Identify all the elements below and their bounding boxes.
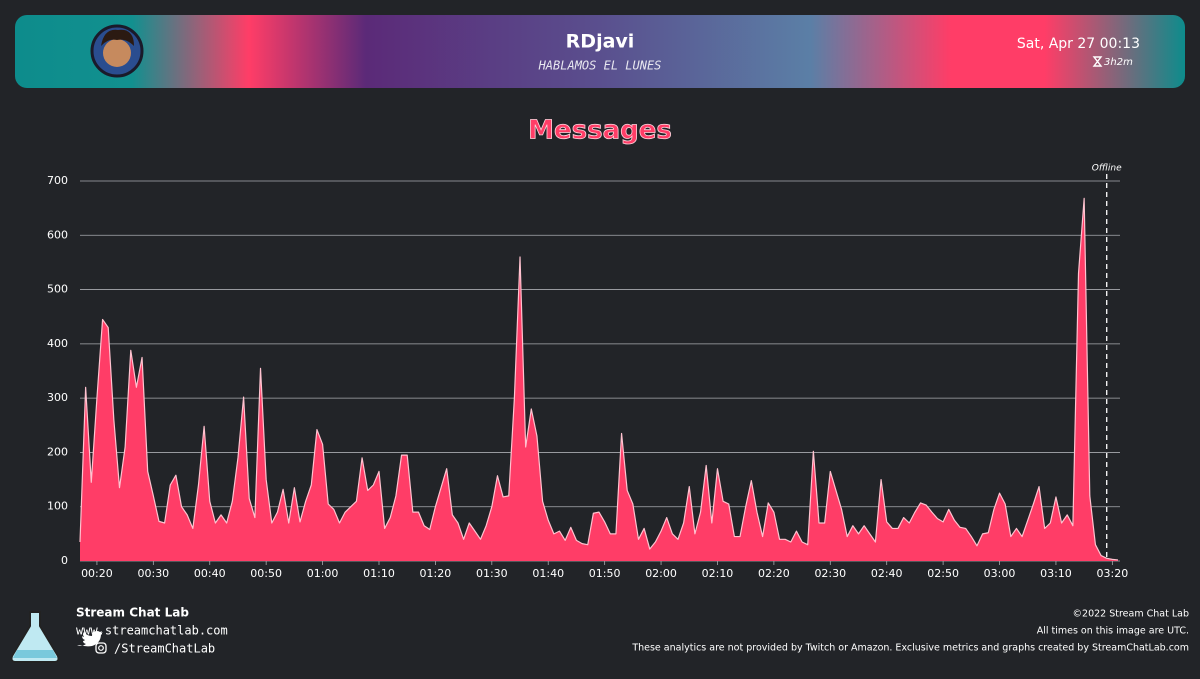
x-tick-label: 01:50: [589, 567, 621, 580]
x-tick-label: 02:20: [758, 567, 790, 580]
brand-logo-liquid: [13, 650, 57, 658]
x-tick-label: 00:20: [81, 567, 113, 580]
area-line: [79, 197, 1119, 561]
x-tick-label: 03:10: [1040, 567, 1072, 580]
avatar-hair: [101, 29, 134, 46]
x-tick-label: 03:00: [984, 567, 1016, 580]
x-tick-label: 03:20: [1097, 567, 1129, 580]
y-tick-label: 100: [47, 500, 68, 513]
brand-logo: [10, 611, 60, 663]
offline-label: Offline: [1092, 164, 1122, 174]
stream-date: Sat, Apr 27 00:13: [1017, 36, 1140, 52]
x-tick-label: 02:10: [702, 567, 734, 580]
stream-duration: 3h2m: [1104, 57, 1133, 68]
plot-area: 0 100 200 300 400 500 600 700 00:20 00:30 00:40 00:…: [47, 164, 1128, 581]
y-tick-label: 500: [47, 283, 68, 296]
x-tick-label: 02:30: [814, 567, 846, 580]
x-tick-label: 02:00: [645, 567, 677, 580]
x-tick-label: 02:50: [927, 567, 959, 580]
area: [80, 198, 1118, 561]
y-tick-label: 700: [47, 174, 68, 187]
x-tick-label: 01:30: [476, 567, 508, 580]
header-banner: [15, 15, 1185, 88]
copyright: ©2022 Stream Chat Lab: [1073, 609, 1189, 620]
x-tick-label: 01:40: [532, 567, 564, 580]
x-tick-label: 01:20: [420, 567, 452, 580]
brand-social: /StreamChatLab: [114, 642, 215, 656]
x-tick-label: 02:40: [871, 567, 903, 580]
x-tick-label: 00:40: [194, 567, 226, 580]
timezone-note: All times on this image are UTC.: [1037, 626, 1189, 637]
instagram-icon: [95, 642, 107, 654]
brand-website: www.streamchatlab.com: [76, 624, 228, 638]
x-tick-label: 00:50: [250, 567, 282, 580]
y-tick-label: 200: [47, 445, 68, 458]
avatar-face: [103, 39, 131, 67]
chart-title: Messages: [528, 116, 672, 146]
y-tick-label: 600: [47, 228, 68, 241]
y-tick-label: 300: [47, 391, 68, 404]
channel-name: RDjavi: [566, 31, 635, 53]
x-tick-label: 00:30: [137, 567, 169, 580]
duration-icon: [1092, 56, 1103, 67]
disclaimer: These analytics are not provided by Twit…: [631, 643, 1189, 654]
y-tick-label: 0: [61, 554, 68, 567]
twitter-icon: [77, 631, 103, 647]
y-tick-label: 400: [47, 337, 68, 350]
brand-name: Stream Chat Lab: [76, 606, 189, 620]
stream-title: HABLAMOS EL LUNES: [538, 59, 662, 73]
x-tick-label: 01:10: [363, 567, 395, 580]
x-tick-label: 01:00: [307, 567, 339, 580]
instagram-icon-lens: [98, 645, 104, 651]
